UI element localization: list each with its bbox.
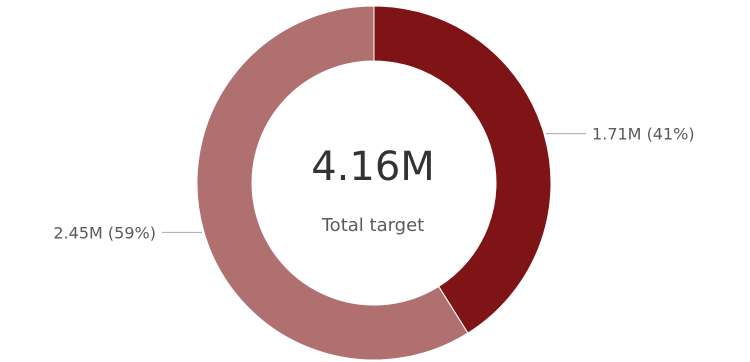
donut-slice-2 (196, 5, 469, 361)
donut-slice-1 (373, 5, 552, 334)
donut-slices (196, 5, 552, 361)
data-label-1: 1.71M (41%) (592, 125, 695, 144)
data-labels: 1.71M (41%) 2.45M (59%) (53, 125, 694, 243)
data-label-2: 2.45M (59%) (53, 223, 156, 242)
leader-lines (161, 133, 587, 233)
center-total-value: 4.16M (311, 144, 435, 190)
center-total-caption: Total target (321, 215, 425, 236)
